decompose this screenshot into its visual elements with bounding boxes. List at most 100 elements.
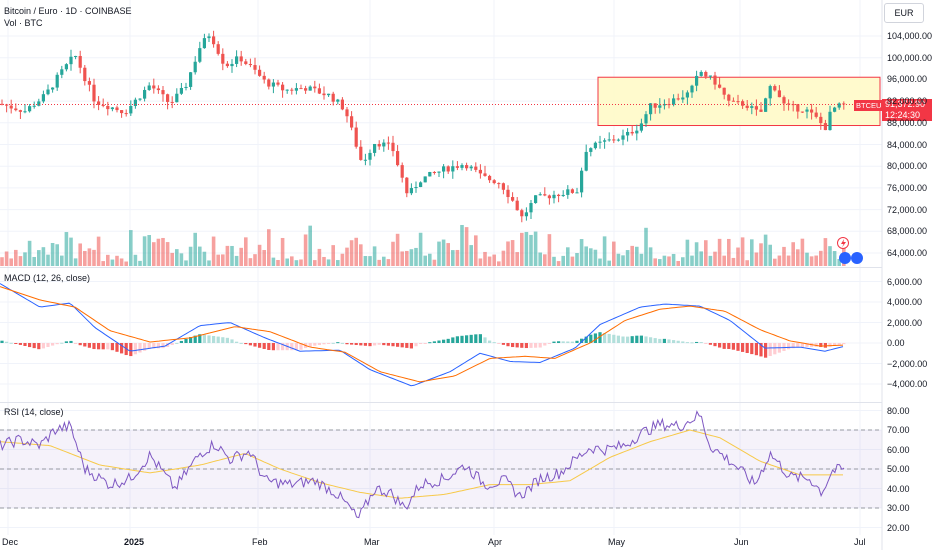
volume-bar: [414, 247, 418, 266]
volume-bar: [828, 246, 832, 266]
macd-hist-bar: [699, 342, 703, 344]
candle-body: [603, 140, 607, 142]
volume-bar: [9, 258, 13, 266]
candle-body: [253, 65, 257, 70]
volume-bar: [681, 257, 685, 266]
macd-hist-bar: [575, 340, 579, 343]
volume-bar: [492, 254, 496, 266]
candle-body: [74, 55, 78, 57]
volume-bar: [648, 247, 653, 266]
macd-hist-bar: [345, 343, 349, 345]
candle-body: [207, 36, 211, 39]
event-icon-2[interactable]: [851, 252, 863, 264]
volume-bar: [368, 256, 372, 266]
candle-body: [115, 107, 119, 111]
volume-bar: [708, 255, 713, 266]
pane-divider-macd[interactable]: [0, 267, 882, 268]
price-tick-label: 64,000.00: [887, 248, 928, 258]
macd-hist-bar: [110, 343, 114, 351]
volume-bar: [727, 238, 731, 266]
candle-body: [511, 197, 515, 201]
candle-body: [644, 114, 648, 124]
candle-body: [529, 203, 533, 213]
volume-bar: [441, 239, 446, 266]
macd-hist-bar: [483, 337, 487, 343]
volume-bar: [667, 256, 671, 266]
candle-body: [198, 48, 202, 62]
macd-hist-bar: [690, 342, 694, 344]
candle-body: [14, 108, 18, 111]
macd-hist-bar: [368, 343, 372, 347]
candle-body: [465, 165, 469, 169]
volume-bar: [32, 256, 36, 266]
volume-bar: [87, 248, 92, 266]
chart-title: Bitcoin / Euro · 1D · COINBASE: [4, 6, 132, 16]
candle-body: [731, 100, 735, 102]
candle-body: [129, 105, 133, 114]
macd-hist-bar: [419, 343, 423, 344]
volume-bar: [363, 256, 368, 266]
candle-body: [796, 104, 800, 112]
macd-hist-bar: [120, 343, 124, 354]
candle-body: [833, 107, 837, 112]
volume-bar: [37, 250, 41, 266]
macd-hist-bar: [41, 343, 45, 349]
macd-hist-bar: [55, 343, 59, 345]
macd-hist-bar: [423, 343, 427, 344]
macd-hist-bar: [46, 343, 50, 347]
volume-bar: [92, 249, 96, 266]
volume-bar: [354, 237, 358, 266]
currency-selector[interactable]: EUR: [884, 3, 924, 23]
candle-body: [764, 98, 768, 112]
macd-hist-bar: [488, 340, 492, 343]
candle-body: [396, 151, 400, 166]
candle-body: [55, 74, 59, 88]
volume-bar: [487, 256, 492, 266]
volume-bar: [193, 232, 197, 266]
volume-bar: [520, 232, 524, 266]
candle-body: [170, 101, 174, 103]
time-tick-label: Apr: [488, 537, 503, 547]
volume-bar: [386, 259, 391, 266]
candle-body: [87, 81, 91, 85]
volume-bar: [4, 251, 9, 266]
macd-hist-bar: [524, 343, 528, 349]
candle-body: [690, 85, 694, 93]
volume-bar: [704, 240, 708, 266]
volume-bar: [791, 242, 795, 266]
candle-body: [676, 98, 680, 100]
volume-bar: [538, 252, 542, 266]
volume-bar: [796, 249, 800, 266]
volume-bar: [556, 261, 561, 266]
pane-divider-rsi[interactable]: [0, 402, 882, 403]
volume-bar: [561, 255, 565, 266]
macd-hist-bar: [87, 343, 91, 348]
macd-hist-bar: [64, 341, 68, 343]
candle-body: [584, 151, 588, 171]
macd-hist-bar: [787, 343, 791, 350]
chart-icons[interactable]: [837, 237, 864, 265]
macd-hist-bar: [543, 343, 547, 346]
macd-hist-bar: [359, 343, 363, 346]
candle-body: [317, 88, 321, 94]
candle-body: [561, 194, 565, 197]
volume-bar: [331, 245, 335, 266]
volume-bar: [0, 257, 4, 266]
candle-body: [179, 87, 183, 94]
volume-bar: [280, 237, 285, 266]
macd-hist-bar: [621, 336, 625, 343]
macd-hist-bar: [248, 343, 252, 346]
volume-bar: [800, 238, 805, 266]
volume-bar: [303, 234, 308, 266]
volume-bar: [96, 236, 101, 266]
candle-body: [331, 93, 335, 102]
macd-hist-bar: [566, 341, 570, 343]
macd-hist-bar: [722, 343, 726, 349]
macd-hist-bar: [644, 336, 648, 343]
volume-bar: [175, 249, 179, 266]
event-icon[interactable]: [839, 252, 851, 264]
volume-bar: [639, 253, 644, 266]
volume-bar: [382, 256, 386, 266]
macd-hist-bar: [377, 343, 381, 345]
